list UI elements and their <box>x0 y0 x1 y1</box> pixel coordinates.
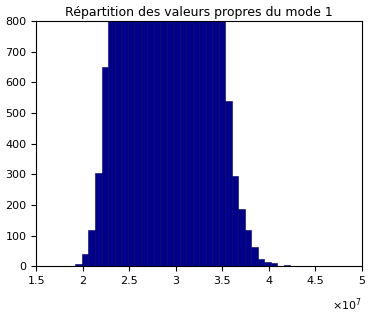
Text: $\times10^7$: $\times10^7$ <box>332 296 362 313</box>
Bar <box>186 0 193 266</box>
Bar <box>284 265 290 266</box>
Bar <box>219 4 225 266</box>
Bar <box>245 230 251 266</box>
Bar <box>212 0 219 266</box>
Bar <box>232 176 238 266</box>
Bar <box>82 253 89 266</box>
Bar <box>128 0 134 266</box>
Bar <box>199 0 206 266</box>
Bar <box>180 0 186 266</box>
Bar <box>75 264 82 266</box>
Bar <box>173 0 180 266</box>
Bar <box>108 0 115 266</box>
Bar <box>258 259 264 266</box>
Bar <box>167 0 173 266</box>
Bar <box>193 0 199 266</box>
Bar <box>251 247 258 266</box>
Bar <box>89 230 95 266</box>
Bar <box>225 101 232 266</box>
Bar <box>206 0 212 266</box>
Bar <box>160 0 167 266</box>
Bar <box>102 67 108 266</box>
Bar <box>147 0 154 266</box>
Bar <box>238 209 245 266</box>
Bar <box>134 0 141 266</box>
Bar <box>271 263 277 266</box>
Bar <box>115 0 121 266</box>
Bar <box>121 0 128 266</box>
Bar <box>141 0 147 266</box>
Bar <box>154 0 160 266</box>
Title: Répartition des valeurs propres du mode 1: Répartition des valeurs propres du mode … <box>65 5 333 18</box>
Bar <box>264 261 271 266</box>
Bar <box>95 173 102 266</box>
